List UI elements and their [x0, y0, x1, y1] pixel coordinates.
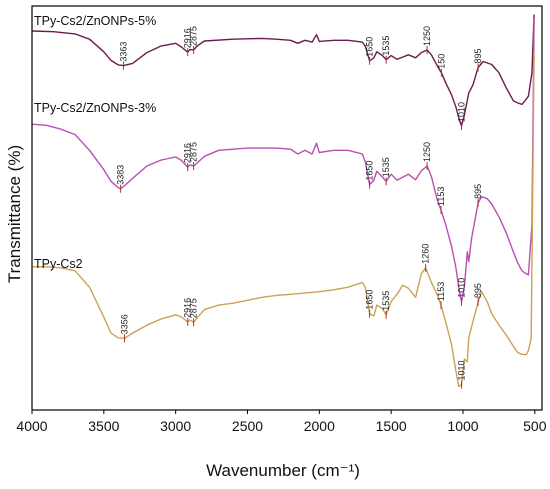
peak-label: 1650 [365, 290, 375, 310]
peak-label: 3363 [119, 42, 129, 62]
peak-label: 1535 [381, 157, 391, 177]
series-label-5pct: TPy-Cs2/ZnONPs-5% [34, 14, 156, 28]
peak-label: 1153 [436, 282, 446, 301]
peak-label: 2875 [189, 298, 199, 318]
peak-label: 1153 [436, 187, 446, 206]
series-label-base: TPy-Cs2 [34, 257, 83, 271]
peak-label: 1010 [457, 102, 467, 122]
x-tick-label: 1500 [376, 418, 407, 434]
peak-label: 1010 [457, 361, 467, 381]
peak-label: 895 [473, 283, 483, 298]
y-axis-title: Transmittance (%) [5, 145, 24, 283]
peak-label: 2875 [189, 142, 199, 162]
peak-label: 3383 [116, 165, 126, 185]
peak-label: 1010 [457, 278, 467, 298]
series-line-1 [32, 18, 535, 303]
x-tick-label: 2000 [304, 418, 335, 434]
peak-label: 2916 [183, 28, 193, 48]
peak-label: 1535 [381, 36, 391, 56]
series-label-3pct: TPy-Cs2/ZnONPs-3% [34, 101, 156, 115]
peak-label: 2875 [189, 26, 199, 46]
series-line-0 [32, 14, 535, 127]
peak-label: 150 [436, 54, 446, 69]
x-tick-label: 3000 [160, 418, 191, 434]
x-tick-label: 3500 [88, 418, 119, 434]
peak-label: 895 [473, 48, 483, 63]
peak-label: 2916 [183, 298, 193, 318]
series-line-2 [32, 51, 535, 388]
plot-frame [31, 5, 543, 411]
peak-label: 1650 [365, 161, 375, 181]
x-tick-label: 500 [523, 418, 547, 434]
x-tick-label: 1000 [447, 418, 478, 434]
peak-label: 1250 [422, 142, 432, 162]
x-tick-label: 4000 [16, 418, 47, 434]
peak-label: 2916 [183, 143, 193, 163]
x-tick-label: 2500 [232, 418, 263, 434]
peak-label: 1650 [365, 37, 375, 57]
peak-label: 1535 [381, 291, 391, 311]
peak-label: 1260 [421, 244, 431, 264]
peak-label: 895 [473, 184, 483, 199]
x-axis-title: Wavenumber (cm⁻¹) [206, 461, 360, 480]
peak-label: 3356 [120, 314, 130, 334]
peak-label: 1250 [422, 26, 432, 46]
